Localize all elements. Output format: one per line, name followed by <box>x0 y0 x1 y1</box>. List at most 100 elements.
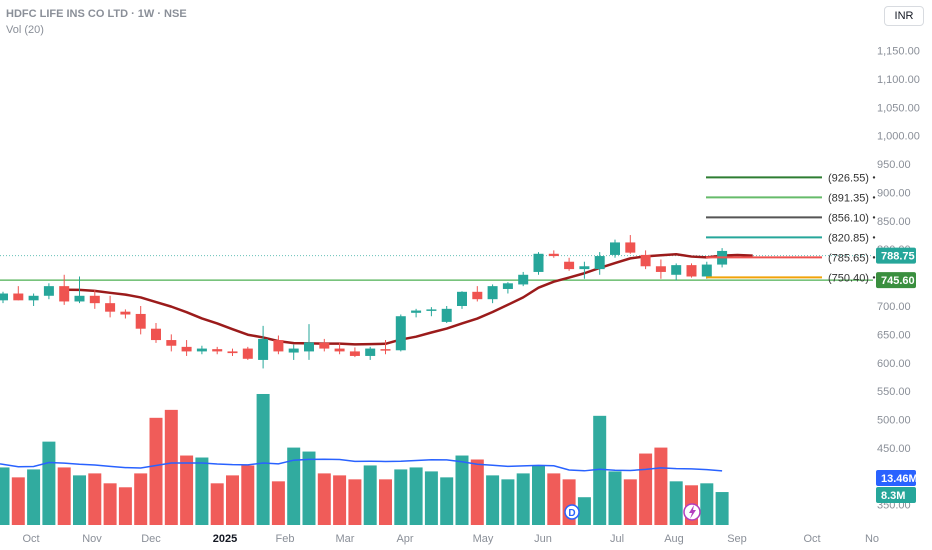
volume-bar <box>317 473 331 525</box>
volume-bar <box>470 459 484 525</box>
candle-body <box>196 348 207 352</box>
y-tick-label: 500.00 <box>877 415 911 427</box>
volume-bar <box>547 473 561 525</box>
volume-bar <box>287 447 301 525</box>
candle-body <box>288 348 299 353</box>
y-tick-label: 1,000.00 <box>877 131 920 143</box>
candle-body <box>502 283 513 289</box>
chart-title: HDFC LIFE INS CO LTD · 1W · NSE <box>6 8 187 20</box>
candle-body <box>227 351 238 354</box>
candle-body <box>258 338 269 360</box>
volume-bar <box>486 475 500 525</box>
y-tick-label: 900.00 <box>877 187 911 199</box>
candle-body <box>701 264 712 277</box>
candle-body <box>135 313 146 329</box>
candle-body <box>319 342 330 349</box>
volume-bar <box>669 481 683 525</box>
x-tick-label: Sep <box>727 533 747 545</box>
support-price-badge: 745.60 <box>881 275 915 287</box>
volume-bar <box>333 475 347 525</box>
x-tick-label: Apr <box>396 533 413 545</box>
volume-ma-badge: 13.46M <box>881 473 918 485</box>
volume-bar <box>256 393 270 525</box>
level-dot <box>872 216 876 219</box>
candle-body <box>686 265 697 277</box>
candle-body <box>120 311 131 315</box>
volume-bar <box>440 477 454 525</box>
candle-body <box>59 286 70 302</box>
volume-bar <box>118 487 132 525</box>
volume-bar <box>180 455 194 525</box>
y-tick-label: 600.00 <box>877 358 911 370</box>
candle-body <box>181 346 192 352</box>
candle-body <box>212 349 223 352</box>
x-tick-label: Nov <box>82 533 102 545</box>
volume-last-badge-bg <box>876 487 916 503</box>
level-label: (926.55) <box>828 172 869 184</box>
candle-body <box>457 291 467 306</box>
volume-bar <box>103 483 117 525</box>
x-tick-label: Mar <box>336 533 355 545</box>
dividend-marker-icon[interactable] <box>564 504 580 520</box>
y-tick-label: 650.00 <box>877 329 911 341</box>
candle-body <box>625 242 636 253</box>
level-dot <box>872 196 876 199</box>
candle-body <box>365 348 376 356</box>
last-price-badge: 788.75 <box>881 251 915 263</box>
candle-body <box>334 348 345 352</box>
x-tick-label: Jun <box>534 533 552 545</box>
volume-bar <box>164 409 178 525</box>
candle-body <box>13 293 24 301</box>
y-tick-label: 550.00 <box>877 386 911 398</box>
level-label: (785.65) <box>828 252 869 264</box>
volume-indicator-label: Vol (20) <box>6 24 44 36</box>
candle-body <box>426 309 437 311</box>
candle-body <box>594 256 605 270</box>
volume-bar <box>577 497 591 525</box>
volume-bar <box>149 417 163 525</box>
candle-body <box>273 340 284 352</box>
volume-bar <box>608 471 622 525</box>
y-tick-label: 950.00 <box>877 159 911 171</box>
support-price-badge-bg <box>876 272 916 289</box>
volume-last-badge: 8.3M <box>881 490 905 502</box>
x-tick-label: 2025 <box>213 533 237 545</box>
x-tick-label: Oct <box>803 533 820 545</box>
candle-body <box>0 293 8 301</box>
candle-body <box>655 266 666 272</box>
candle-body <box>380 349 391 351</box>
candle-body <box>89 295 100 304</box>
level-label: (891.35) <box>828 192 869 204</box>
candle-body <box>411 310 422 313</box>
candle-body <box>548 253 559 257</box>
level-label: (750.40) <box>828 272 869 284</box>
candle-body <box>472 291 483 300</box>
volume-bar <box>57 467 71 525</box>
candle-body <box>487 286 498 300</box>
volume-bar <box>700 483 714 525</box>
candle-body <box>74 295 85 302</box>
x-tick-label: No <box>865 533 879 545</box>
y-tick-label: 700.00 <box>877 301 911 313</box>
candle-body <box>533 253 544 272</box>
candle-body <box>166 340 177 346</box>
candle-body <box>640 254 651 267</box>
volume-bar <box>379 479 392 525</box>
volume-bar <box>654 447 668 525</box>
x-tick-label: Jul <box>610 533 624 545</box>
volume-bar <box>27 469 41 525</box>
y-tick-label: 850.00 <box>877 216 911 228</box>
volume-bar <box>409 467 423 525</box>
last-price-badge-bg <box>876 247 916 264</box>
candle-body <box>671 265 682 275</box>
candle-body <box>304 342 314 352</box>
volume-bar <box>623 479 637 525</box>
volume-bar <box>0 467 10 525</box>
volume-bar <box>226 475 239 525</box>
y-tick-label: 1,150.00 <box>877 46 920 58</box>
level-label: (820.85) <box>828 232 869 244</box>
volume-bar <box>639 453 653 525</box>
volume-bar <box>271 481 285 525</box>
currency-button[interactable]: INR <box>884 6 924 26</box>
